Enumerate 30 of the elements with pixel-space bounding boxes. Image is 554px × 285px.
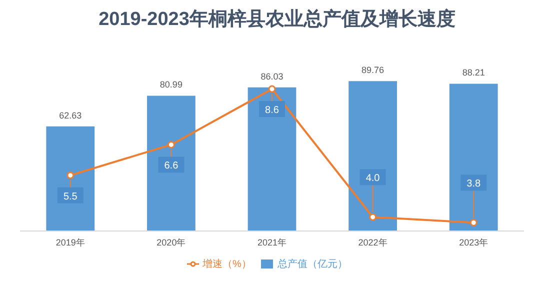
bar xyxy=(46,126,95,231)
data-label: 6.6 xyxy=(164,160,179,172)
chart-title: 2019-2023年桐梓县农业总产值及增长速度 xyxy=(98,8,456,32)
data-label: 5.5 xyxy=(63,191,78,202)
data-label: 86.03 xyxy=(260,71,284,82)
bar xyxy=(449,84,498,231)
legend-label: 总产值（亿元） xyxy=(277,259,348,270)
point xyxy=(369,213,377,221)
bar xyxy=(147,96,196,231)
data-label: 4.0 xyxy=(366,173,380,184)
point xyxy=(66,172,74,180)
x-tick-label: 2022年 xyxy=(358,237,388,248)
bar xyxy=(348,81,397,231)
data-label: 88.21 xyxy=(462,68,485,78)
label-tag: 3.8 xyxy=(460,174,487,218)
data-label: 8.6 xyxy=(265,105,280,116)
point xyxy=(167,140,175,148)
legend-label: 增速（%） xyxy=(202,259,252,270)
x-tick-label: 2019年 xyxy=(56,237,85,248)
data-label: 89.76 xyxy=(362,65,384,76)
label-tag: 4.0 xyxy=(360,169,386,213)
x-tick-label: 2020年 xyxy=(156,237,186,248)
point xyxy=(470,218,478,226)
x-tick-label: 2021年 xyxy=(257,237,287,248)
bar xyxy=(248,87,296,231)
data-label: 3.8 xyxy=(466,178,481,190)
x-tick-label: 2023年 xyxy=(459,237,488,248)
data-label: 80.99 xyxy=(160,80,182,90)
point xyxy=(268,85,276,93)
data-label: 62.63 xyxy=(59,110,82,120)
